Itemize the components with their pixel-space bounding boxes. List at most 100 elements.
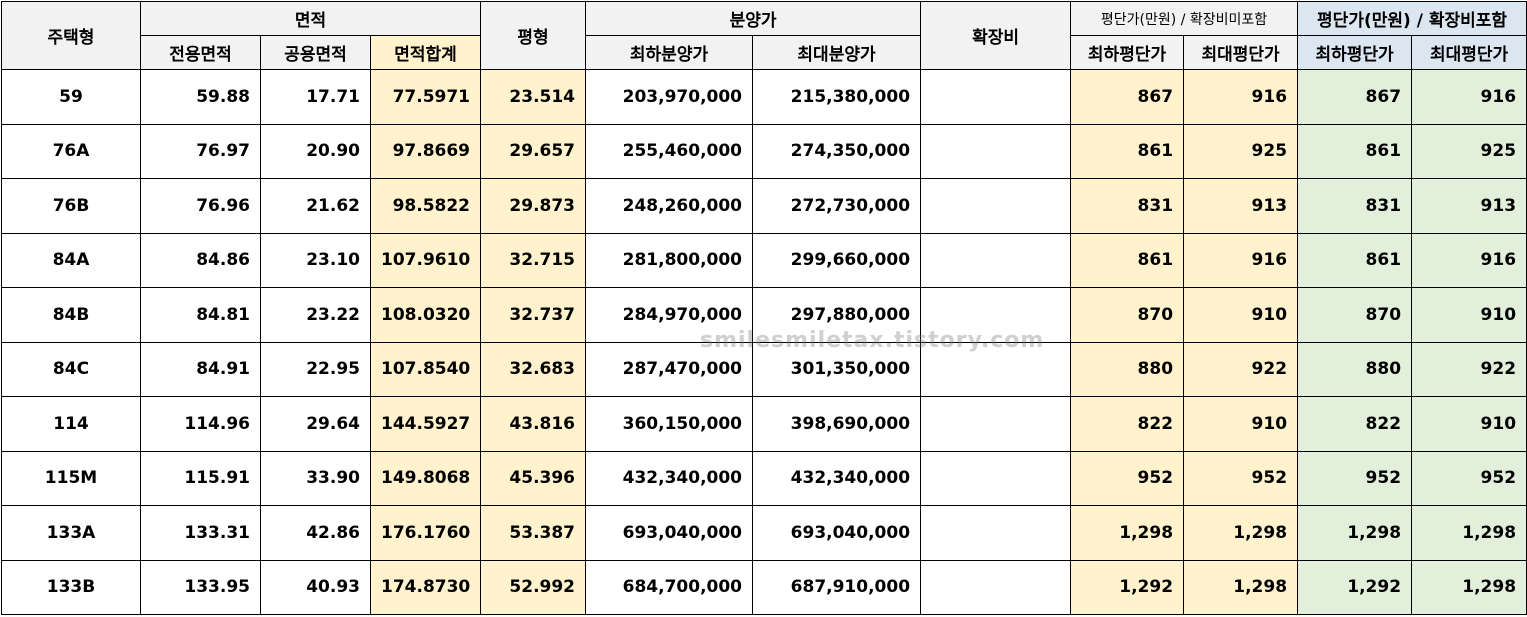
table-cell: 922 <box>1411 341 1527 397</box>
header-cell: 면적합계 <box>369 35 482 70</box>
table-cell: 287,470,000 <box>585 341 754 397</box>
table-cell: 29.657 <box>480 123 587 179</box>
empty-cell <box>920 123 1072 179</box>
table-cell: 42.86 <box>260 505 371 561</box>
table-cell: 17.71 <box>260 69 371 125</box>
empty-cell <box>920 232 1072 288</box>
table-cell: 272,730,000 <box>752 178 922 234</box>
empty-cell <box>920 505 1072 561</box>
table-cell: 870 <box>1070 287 1185 343</box>
table-cell: 297,880,000 <box>752 287 922 343</box>
table-row: 59 59.88 17.71 77.5971 23.514 203,970,000 215,… <box>1 69 1527 125</box>
table-cell: 20.90 <box>260 123 371 179</box>
table-cell: 1,298 <box>1070 505 1185 561</box>
table-cell: 831 <box>1070 178 1185 234</box>
table-cell: 822 <box>1070 396 1185 452</box>
table-cell: 301,350,000 <box>752 341 922 397</box>
table-cell: 133.31 <box>140 505 261 561</box>
table-cell: 144.5927 <box>369 396 482 452</box>
table-cell: 84.86 <box>140 232 261 288</box>
table-cell: 32.715 <box>480 232 587 288</box>
row-label: 84C <box>1 341 141 397</box>
table-cell: 133.95 <box>140 559 261 615</box>
table-cell: 29.873 <box>480 178 587 234</box>
table-cell: 215,380,000 <box>752 69 922 125</box>
empty-cell <box>920 396 1072 452</box>
header-cell: 확장비 <box>920 1 1072 70</box>
header-row: 전용면적 공용면적 면적합계 최하분양가 최대분양가 최하평단가 최대평단가 최… <box>2 35 1527 70</box>
table-cell: 925 <box>1183 123 1299 179</box>
table-cell: 107.8540 <box>369 341 482 397</box>
table-cell: 108.0320 <box>369 287 482 343</box>
table-cell: 831 <box>1297 178 1413 234</box>
table-cell: 174.8730 <box>369 559 482 615</box>
table-header: 주택형 면적 평형 분양가 확장비 평단가(만원) / 확장비미포함 평단가(만… <box>1 1 1527 70</box>
header-cell: 평단가(만원) / 확장비미포함 <box>1070 1 1299 36</box>
table-row: 115M 115.91 33.90 149.8068 45.396 432,340,000… <box>1 450 1527 506</box>
table-cell: 45.396 <box>480 450 587 506</box>
table-cell: 21.62 <box>260 178 371 234</box>
table-cell: 1,298 <box>1183 505 1299 561</box>
table-cell: 952 <box>1297 450 1413 506</box>
table-cell: 284,970,000 <box>585 287 754 343</box>
table-cell: 867 <box>1070 69 1185 125</box>
header-cell: 전용면적 <box>140 35 261 70</box>
watermark: smilesmiletax.tistory.com <box>700 328 1045 353</box>
table-cell: 76.96 <box>140 178 261 234</box>
header-cell: 주택형 <box>1 1 141 70</box>
table-cell: 43.816 <box>480 396 587 452</box>
row-label: 115M <box>1 450 141 506</box>
table-cell: 299,660,000 <box>752 232 922 288</box>
table-cell: 22.95 <box>260 341 371 397</box>
table-cell: 952 <box>1070 450 1185 506</box>
table-row: 84B 84.81 23.22 108.0320 32.737 284,970,000 29… <box>1 287 1527 343</box>
table-cell: 432,340,000 <box>585 450 754 506</box>
row-label: 76A <box>1 123 141 179</box>
table-row: 84C 84.91 22.95 107.8540 32.683 287,470,000 30… <box>1 341 1527 397</box>
header-cell: 평단가(만원) / 확장비포함 <box>1297 1 1527 36</box>
table-cell: 77.5971 <box>369 69 482 125</box>
table-cell: 925 <box>1411 123 1527 179</box>
table-cell: 274,350,000 <box>752 123 922 179</box>
table-cell: 40.93 <box>260 559 371 615</box>
table-row: 133B 133.95 40.93 174.8730 52.992 684,700,000… <box>1 559 1527 615</box>
table-cell: 32.737 <box>480 287 587 343</box>
table-cell: 52.992 <box>480 559 587 615</box>
table-cell: 880 <box>1297 341 1413 397</box>
row-label: 84A <box>1 232 141 288</box>
row-label: 133A <box>1 505 141 561</box>
table-row: 84A 84.86 23.10 107.9610 32.715 281,800,000 29… <box>1 232 1527 288</box>
table-cell: 861 <box>1070 123 1185 179</box>
table-cell: 910 <box>1183 287 1299 343</box>
table-cell: 23.514 <box>480 69 587 125</box>
empty-cell <box>920 69 1072 125</box>
table-cell: 107.9610 <box>369 232 482 288</box>
header-cell: 최대평단가 <box>1411 35 1527 70</box>
table-cell: 29.64 <box>260 396 371 452</box>
table-cell: 861 <box>1297 123 1413 179</box>
table-cell: 23.22 <box>260 287 371 343</box>
table-cell: 432,340,000 <box>752 450 922 506</box>
header-cell: 평형 <box>480 1 587 70</box>
table-cell: 693,040,000 <box>752 505 922 561</box>
table-cell: 916 <box>1183 69 1299 125</box>
table-cell: 822 <box>1297 396 1413 452</box>
table-cell: 32.683 <box>480 341 587 397</box>
table-cell: 693,040,000 <box>585 505 754 561</box>
table-cell: 1,298 <box>1411 559 1527 615</box>
table-body: 59 59.88 17.71 77.5971 23.514 203,970,000 215,… <box>1 69 1527 615</box>
table-cell: 97.8669 <box>369 123 482 179</box>
table-cell: 952 <box>1183 450 1299 506</box>
table-cell: 59.88 <box>140 69 261 125</box>
table-cell: 84.81 <box>140 287 261 343</box>
table-cell: 861 <box>1070 232 1185 288</box>
table-cell: 1,298 <box>1297 505 1413 561</box>
empty-cell <box>920 559 1072 615</box>
table-cell: 84.91 <box>140 341 261 397</box>
header-cell: 최하분양가 <box>585 35 754 70</box>
row-label: 76B <box>1 178 141 234</box>
table-cell: 33.90 <box>260 450 371 506</box>
table-cell: 880 <box>1070 341 1185 397</box>
table-row: 133A 133.31 42.86 176.1760 53.387 693,040,000… <box>1 505 1527 561</box>
